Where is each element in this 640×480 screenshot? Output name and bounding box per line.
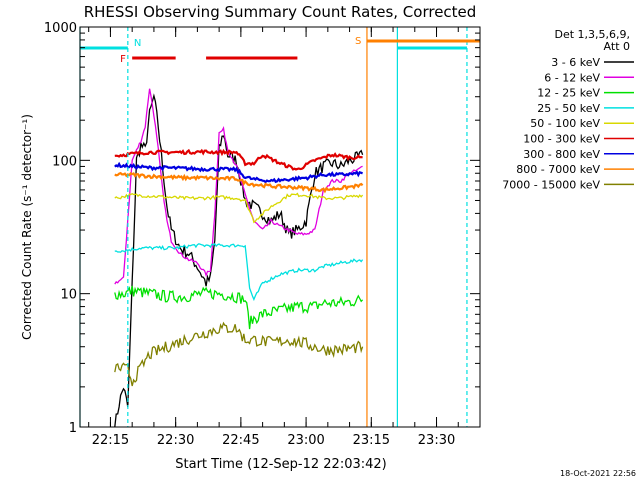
x-tick-label: 22:45 bbox=[222, 433, 259, 448]
legend-header-line: Det 1,3,5,6,9, bbox=[554, 28, 630, 41]
plot-frame bbox=[79, 26, 481, 428]
legend-label: 7000 - 15000 keV bbox=[502, 178, 600, 191]
x-tick-label: 23:30 bbox=[418, 433, 455, 448]
legend-label: 12 - 25 keV bbox=[537, 87, 600, 100]
y-axis-label-text: Corrected Count Rate (s⁻¹ detector⁻¹) bbox=[20, 114, 34, 340]
legend: Det 1,3,5,6,9,Att 0 3 - 6 keV 6 - 12 keV 12… bbox=[502, 28, 634, 191]
legend-header-line: Att 0 bbox=[604, 40, 630, 53]
flag-label-f: F bbox=[120, 54, 126, 65]
x-tick-label: 22:15 bbox=[92, 433, 129, 448]
series-line-3 bbox=[114, 285, 364, 330]
footer-date: 18-Oct-2021 22:56 bbox=[560, 469, 636, 478]
plot-area: N S F 1 10 100 1000 22:15 22:30 22:45 23:00 23:15 23… bbox=[44, 21, 481, 448]
x-tick-label: 23:15 bbox=[353, 433, 390, 448]
x-axis-label: Start Time (12-Sep-12 22:03:42) bbox=[175, 457, 386, 472]
series-line-4 bbox=[114, 242, 364, 302]
y-axis-label: Corrected Count Rate (s⁻¹ detector⁻¹) bbox=[20, 114, 34, 340]
series-line-7 bbox=[114, 161, 363, 184]
series-line-6 bbox=[114, 148, 363, 171]
y-tick-label: 1 bbox=[69, 421, 77, 436]
series-line-5 bbox=[114, 192, 364, 224]
y-tick-label: 10 bbox=[60, 288, 77, 303]
y-tick-label: 100 bbox=[52, 154, 77, 169]
series-line-8 bbox=[114, 171, 364, 194]
legend-label: 100 - 300 keV bbox=[523, 133, 600, 146]
legend-label: 3 - 6 keV bbox=[551, 56, 600, 69]
flag-label-s: S bbox=[355, 36, 361, 47]
x-tick-label: 23:00 bbox=[287, 433, 324, 448]
legend-label: 800 - 7000 keV bbox=[516, 163, 600, 176]
series-line-9 bbox=[114, 321, 364, 387]
chart-title: RHESSI Observing Summary Count Rates, Co… bbox=[84, 3, 477, 21]
legend-label: 50 - 100 keV bbox=[530, 117, 600, 130]
legend-label: 25 - 50 keV bbox=[537, 102, 600, 115]
legend-label: 300 - 800 keV bbox=[523, 148, 600, 161]
y-tick-label: 1000 bbox=[44, 21, 77, 36]
legend-label: 6 - 12 keV bbox=[544, 71, 600, 84]
flag-label-n: N bbox=[134, 38, 141, 49]
x-tick-label: 22:30 bbox=[157, 433, 194, 448]
